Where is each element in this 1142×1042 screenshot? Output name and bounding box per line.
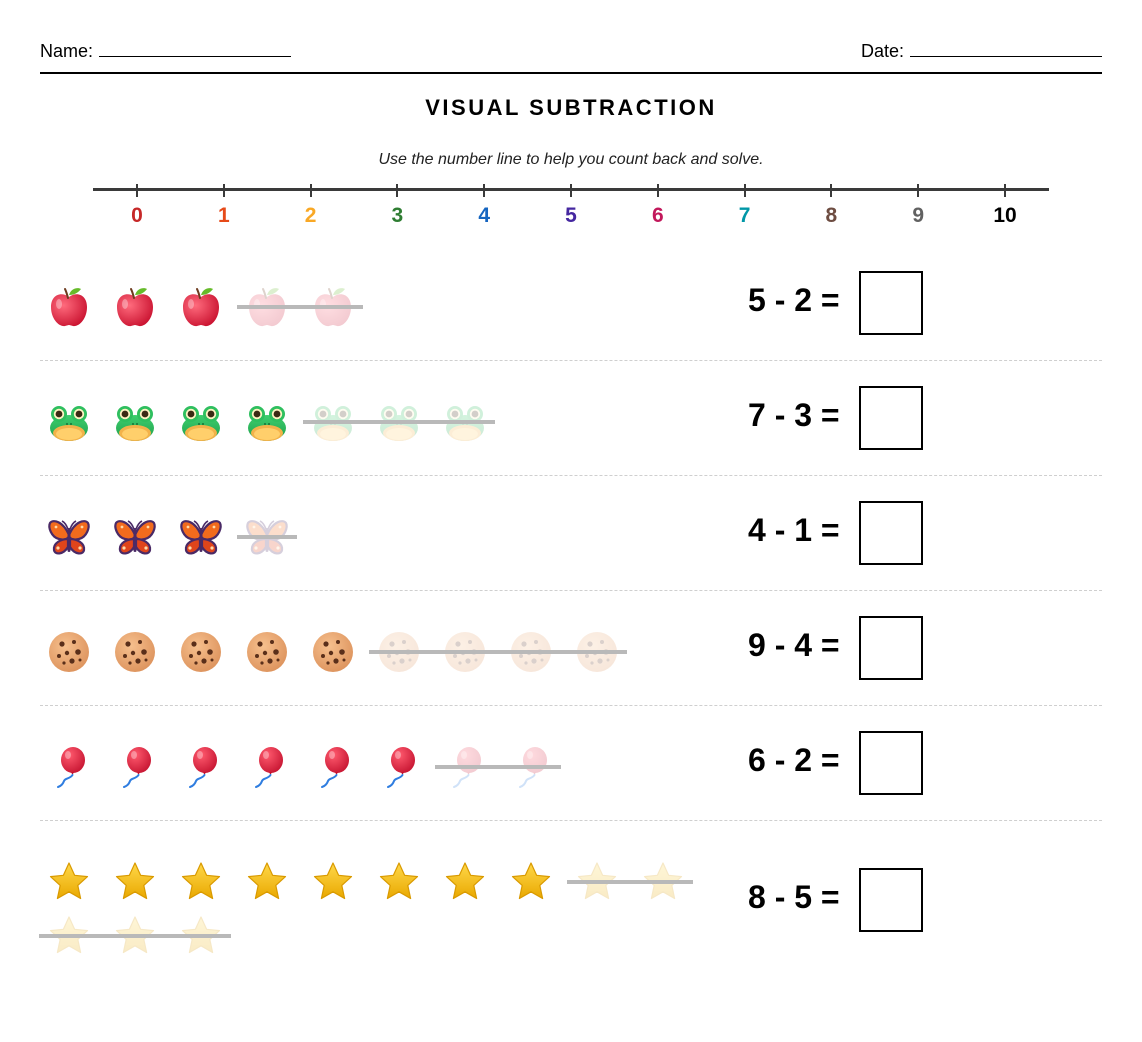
star-icon bbox=[179, 860, 223, 904]
cookie-icon bbox=[113, 630, 157, 674]
number-line-label: 7 bbox=[738, 204, 751, 227]
number-line-tick bbox=[570, 184, 572, 197]
answer-box[interactable] bbox=[859, 616, 923, 680]
number-line-tick bbox=[917, 184, 920, 197]
cross-out-line bbox=[237, 535, 297, 539]
number-line-tick bbox=[830, 184, 833, 197]
equation: 6 - 2 = bbox=[748, 742, 840, 778]
frog-icon bbox=[377, 400, 421, 444]
balloon-icon bbox=[245, 745, 289, 789]
balloon-icon bbox=[179, 745, 223, 789]
number-line-tick bbox=[309, 184, 312, 197]
date-field[interactable]: Date: bbox=[861, 40, 1102, 62]
problem-row: 8 - 5 = bbox=[39, 833, 1102, 983]
cross-out-line bbox=[39, 934, 231, 938]
cross-out-line bbox=[303, 420, 495, 424]
frog-icon bbox=[113, 400, 157, 444]
name-blank-line[interactable] bbox=[99, 40, 292, 57]
number-line-tick bbox=[483, 184, 486, 197]
number-line-tick bbox=[396, 184, 399, 197]
cookie-icon bbox=[179, 630, 223, 674]
answer-box[interactable] bbox=[859, 501, 923, 565]
star-icon bbox=[443, 860, 487, 904]
answer-box[interactable] bbox=[859, 271, 923, 335]
star-icon bbox=[377, 860, 421, 904]
problem-row: 7 - 3 = bbox=[40, 373, 1102, 476]
number-line-tick bbox=[1004, 184, 1006, 197]
row-divider bbox=[40, 360, 1102, 361]
cookie-icon bbox=[47, 630, 91, 674]
star-icon bbox=[113, 860, 157, 904]
balloon-icon bbox=[377, 745, 421, 789]
row-divider bbox=[40, 475, 1102, 476]
problem-row: 9 - 4 = bbox=[40, 603, 1102, 706]
butterfly-icon bbox=[179, 515, 223, 559]
problem-row: 6 - 2 = bbox=[40, 718, 1102, 821]
equation: 7 - 3 = bbox=[748, 397, 840, 433]
number-line-label: 3 bbox=[391, 204, 404, 227]
star-icon bbox=[509, 860, 553, 904]
frog-icon bbox=[245, 400, 289, 444]
number-line-label: 9 bbox=[912, 204, 925, 227]
number-line-label: 4 bbox=[478, 204, 491, 227]
number-line-label: 1 bbox=[217, 204, 230, 227]
name-label: Name: bbox=[40, 41, 94, 61]
number-line-label: 5 bbox=[565, 204, 577, 227]
star-icon bbox=[245, 860, 289, 904]
balloon-icon bbox=[47, 745, 91, 789]
apple-icon bbox=[311, 285, 355, 329]
worksheet-title: VISUAL SUBTRACTION bbox=[425, 95, 717, 120]
date-blank-line[interactable] bbox=[910, 40, 1102, 57]
name-field[interactable]: Name: bbox=[40, 40, 292, 62]
cross-out-line bbox=[435, 765, 561, 769]
number-line-label: 10 bbox=[993, 204, 1017, 227]
number-line-label: 6 bbox=[651, 204, 664, 227]
answer-box[interactable] bbox=[859, 386, 923, 450]
row-divider bbox=[40, 820, 1102, 821]
row-divider bbox=[40, 705, 1102, 706]
number-line-label: 0 bbox=[131, 204, 143, 227]
equation: 5 - 2 = bbox=[748, 282, 840, 318]
equation: 4 - 1 = bbox=[748, 512, 840, 548]
cookie-icon bbox=[245, 630, 289, 674]
butterfly-icon bbox=[245, 515, 289, 559]
apple-icon bbox=[179, 285, 223, 329]
equation: 9 - 4 = bbox=[748, 627, 840, 663]
number-line-tick bbox=[136, 184, 138, 197]
equation: 8 - 5 = bbox=[748, 879, 840, 915]
answer-box[interactable] bbox=[859, 731, 923, 795]
apple-icon bbox=[113, 285, 157, 329]
star-icon bbox=[311, 860, 355, 904]
number-line-label: 8 bbox=[825, 204, 838, 227]
number-line-tick bbox=[743, 184, 746, 197]
number-line-label: 2 bbox=[304, 204, 317, 227]
worksheet-header: Name: Date: bbox=[40, 38, 1102, 74]
balloon-icon bbox=[113, 745, 157, 789]
answer-box[interactable] bbox=[859, 868, 923, 932]
cross-out-line bbox=[237, 305, 363, 309]
date-label: Date: bbox=[860, 41, 904, 61]
butterfly-icon bbox=[47, 515, 91, 559]
cross-out-line bbox=[567, 880, 693, 884]
frog-icon bbox=[179, 400, 223, 444]
cookie-icon bbox=[311, 630, 355, 674]
balloon-icon bbox=[311, 745, 355, 789]
row-divider bbox=[40, 590, 1102, 591]
problem-row: 4 - 1 = bbox=[40, 488, 1102, 591]
butterfly-icon bbox=[113, 515, 157, 559]
apple-icon bbox=[47, 285, 91, 329]
number-line-tick bbox=[222, 184, 225, 197]
instructions: Use the number line to help you count ba… bbox=[378, 151, 764, 168]
number-line-tick bbox=[656, 184, 659, 197]
problem-row: 5 - 2 = bbox=[40, 258, 1102, 361]
frog-icon bbox=[47, 400, 91, 444]
star-icon bbox=[47, 860, 91, 904]
cross-out-line bbox=[369, 650, 627, 654]
